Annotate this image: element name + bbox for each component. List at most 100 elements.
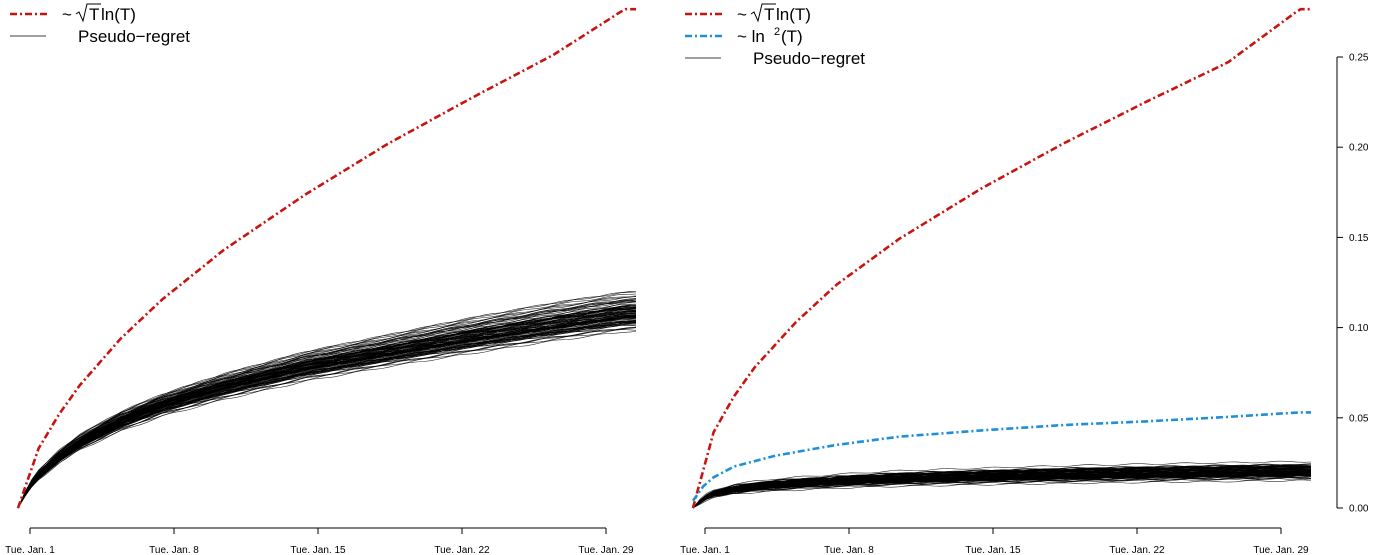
y-tick-label: 0.10 xyxy=(1349,323,1369,334)
pseudo-regret-curve xyxy=(17,317,637,509)
pseudo-regret-curve xyxy=(692,473,1312,509)
pseudo-regret-curve xyxy=(17,317,637,509)
pseudo-regret-curve xyxy=(17,292,637,509)
pseudo-regret-curve xyxy=(17,311,637,509)
pseudo-regret-curve xyxy=(17,316,637,509)
x-tick-label: Tue. Jan. 8 xyxy=(149,545,199,555)
y-tick-label: 0.25 xyxy=(1349,53,1369,64)
pseudo-regret-curve xyxy=(17,315,637,509)
pseudo-regret-curve xyxy=(17,307,636,509)
pseudo-regret-curve xyxy=(17,314,637,509)
legend-label-superscript: 2 xyxy=(774,26,780,38)
pseudo-regret-curve xyxy=(692,479,1312,509)
x-tick-label: Tue. Jan. 22 xyxy=(1109,545,1165,555)
ln-squared-bound-line xyxy=(691,411,1311,502)
pseudo-regret-curve xyxy=(17,324,636,509)
y-tick-label: 0.20 xyxy=(1349,143,1369,154)
legend-label: Pseudo−regret xyxy=(753,49,865,68)
pseudo-regret-curve xyxy=(692,476,1312,509)
x-tick-label: Tue. Jan. 1 xyxy=(5,545,55,555)
pseudo-regret-curve xyxy=(17,310,637,509)
pseudo-regret-curve xyxy=(17,307,637,509)
pseudo-regret-curve xyxy=(17,309,637,509)
pseudo-regret-curve xyxy=(17,323,637,509)
pseudo-regret-curve xyxy=(17,300,637,509)
x-tick-label: Tue. Jan. 1 xyxy=(680,545,730,555)
pseudo-regret-curve xyxy=(692,470,1312,509)
pseudo-regret-curve xyxy=(17,315,637,509)
legend-label-prefix: ~ xyxy=(62,5,72,24)
pseudo-regret-curve xyxy=(17,305,637,509)
legend: ~ T ln(T) ~ ln 2 (T) Pseudo−regret xyxy=(685,3,865,68)
pseudo-regret-curve xyxy=(17,310,637,509)
pseudo-regret-curve xyxy=(17,315,637,509)
legend-label-prefix: ~ ln xyxy=(737,27,765,46)
pseudo-regret-curve xyxy=(17,309,637,509)
legend-label-suffix: (T) xyxy=(781,27,803,46)
pseudo-regret-curve xyxy=(17,322,637,509)
pseudo-regret-curve xyxy=(17,315,637,509)
legend-label-prefix: ~ xyxy=(737,5,747,24)
pseudo-regret-curve xyxy=(17,317,637,509)
pseudo-regret-curve xyxy=(17,307,637,509)
pseudo-regret-curve xyxy=(692,465,1312,509)
pseudo-regret-curve xyxy=(17,315,636,509)
legend-label-radicand: T xyxy=(764,5,774,24)
pseudo-regret-curve xyxy=(17,315,637,509)
pseudo-regret-bundle xyxy=(692,460,1312,509)
pseudo-regret-curve xyxy=(17,309,637,509)
pseudo-regret-curve xyxy=(17,326,637,509)
sqrt-ln-bound-line xyxy=(691,7,1311,509)
pseudo-regret-curve xyxy=(17,320,637,509)
y-tick-label: 0.15 xyxy=(1349,233,1369,244)
pseudo-regret-curve xyxy=(17,315,637,509)
pseudo-regret-bundle xyxy=(17,291,637,509)
sqrt-symbol xyxy=(75,3,101,23)
pseudo-regret-curve xyxy=(17,316,637,509)
pseudo-regret-curve xyxy=(17,305,637,509)
pseudo-regret-curve xyxy=(17,317,636,509)
pseudo-regret-curve xyxy=(17,309,637,509)
sqrt-ln-bound-line xyxy=(16,7,636,509)
pseudo-regret-curve xyxy=(17,315,637,509)
pseudo-regret-curve xyxy=(692,464,1312,509)
pseudo-regret-curve xyxy=(692,466,1312,509)
pseudo-regret-curve xyxy=(17,315,637,509)
pseudo-regret-curve xyxy=(17,300,637,509)
pseudo-regret-curve xyxy=(17,316,637,509)
x-tick-label: Tue. Jan. 15 xyxy=(290,545,346,555)
y-tick-label: 0.05 xyxy=(1349,413,1369,424)
x-tick-label: Tue. Jan. 15 xyxy=(965,545,1021,555)
pseudo-regret-curve xyxy=(17,307,637,509)
x-tick-label: Tue. Jan. 22 xyxy=(434,545,490,555)
legend: ~ T ln(T) Pseudo−regret xyxy=(10,3,190,46)
pseudo-regret-curve xyxy=(17,293,637,509)
sqrt-symbol xyxy=(750,3,776,23)
pseudo-regret-curve xyxy=(17,317,637,509)
pseudo-regret-curve xyxy=(17,315,637,509)
pseudo-regret-curve xyxy=(17,311,637,509)
pseudo-regret-curve xyxy=(692,472,1312,509)
x-tick-label: Tue. Jan. 29 xyxy=(578,545,634,555)
x-tick-label: Tue. Jan. 29 xyxy=(1253,545,1309,555)
legend-label-suffix: ln(T) xyxy=(101,5,136,24)
pseudo-regret-curve xyxy=(17,316,636,509)
pseudo-regret-curve xyxy=(17,306,637,509)
pseudo-regret-curve xyxy=(17,306,637,509)
x-tick-label: Tue. Jan. 8 xyxy=(824,545,874,555)
pseudo-regret-curve xyxy=(17,302,637,509)
pseudo-regret-curve xyxy=(17,318,637,509)
pseudo-regret-curve xyxy=(17,310,637,509)
pseudo-regret-curve xyxy=(17,313,637,509)
pseudo-regret-curve xyxy=(17,327,637,509)
pseudo-regret-curve xyxy=(17,313,637,509)
pseudo-regret-curve xyxy=(17,291,637,509)
pseudo-regret-curve xyxy=(17,315,637,509)
legend-label: Pseudo−regret xyxy=(78,27,190,46)
pseudo-regret-curve xyxy=(692,460,1312,509)
left-panel: Tue. Jan. 1 Tue. Jan. 8 Tue. Jan. 15 Tue. J… xyxy=(5,3,637,555)
pseudo-regret-curve xyxy=(17,313,637,509)
pseudo-regret-curve xyxy=(17,318,637,509)
pseudo-regret-curve xyxy=(17,309,637,509)
